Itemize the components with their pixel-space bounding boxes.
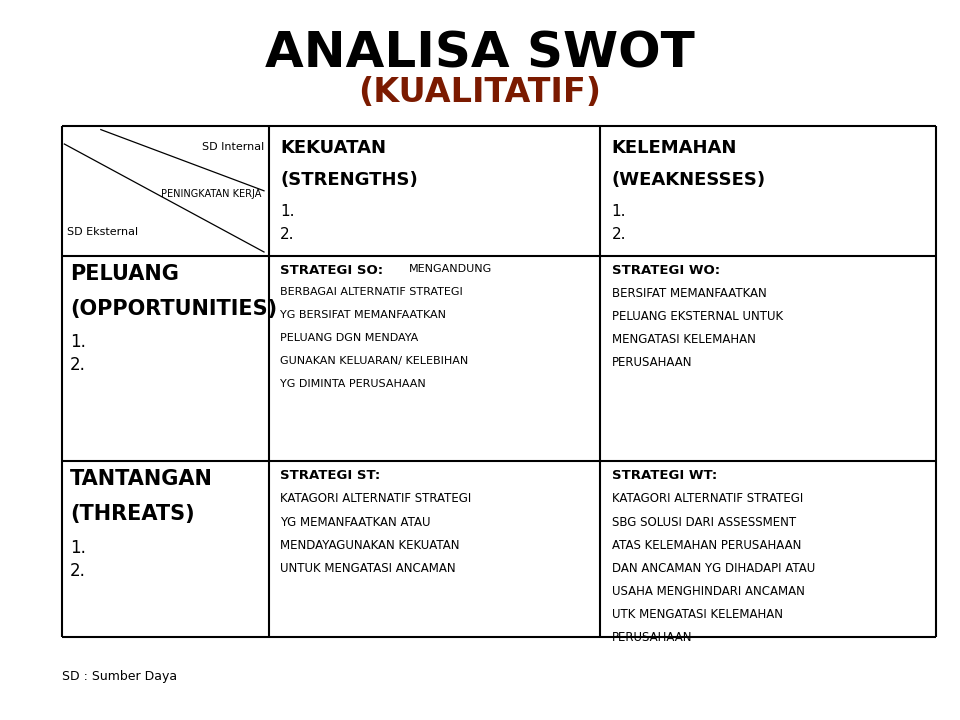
Text: (STRENGTHS): (STRENGTHS) — [280, 171, 418, 189]
Text: 1.: 1. — [280, 204, 295, 219]
Text: BERSIFAT MEMANFAATKAN: BERSIFAT MEMANFAATKAN — [612, 287, 766, 300]
Text: SD : Sumber Daya: SD : Sumber Daya — [62, 670, 178, 683]
Text: STRATEGI ST:: STRATEGI ST: — [280, 469, 380, 482]
Text: BERBAGAI ALTERNATIF STRATEGI: BERBAGAI ALTERNATIF STRATEGI — [280, 287, 463, 297]
Text: PELUANG: PELUANG — [70, 264, 179, 284]
Text: STRATEGI WO:: STRATEGI WO: — [612, 264, 720, 277]
Text: UNTUK MENGATASI ANCAMAN: UNTUK MENGATASI ANCAMAN — [280, 562, 456, 575]
Text: ANALISA SWOT: ANALISA SWOT — [265, 30, 695, 78]
Text: 1.: 1. — [70, 333, 86, 351]
Text: KATAGORI ALTERNATIF STRATEGI: KATAGORI ALTERNATIF STRATEGI — [612, 492, 803, 505]
Text: GUNAKAN KELUARAN/ KELEBIHAN: GUNAKAN KELUARAN/ KELEBIHAN — [280, 356, 468, 366]
Text: KELEMAHAN: KELEMAHAN — [612, 139, 737, 157]
Text: PENINGKATAN KERJA: PENINGKATAN KERJA — [160, 189, 261, 199]
Text: TANTANGAN: TANTANGAN — [70, 469, 213, 490]
Text: (OPPORTUNITIES): (OPPORTUNITIES) — [70, 299, 277, 319]
Text: DAN ANCAMAN YG DIHADAPI ATAU: DAN ANCAMAN YG DIHADAPI ATAU — [612, 562, 815, 575]
Text: (KUALITATIF): (KUALITATIF) — [358, 76, 602, 109]
Text: MENGANDUNG: MENGANDUNG — [409, 264, 492, 274]
Text: PELUANG DGN MENDAYA: PELUANG DGN MENDAYA — [280, 333, 419, 343]
Text: SD Eksternal: SD Eksternal — [67, 227, 138, 237]
Text: 2.: 2. — [70, 562, 86, 580]
Text: KATAGORI ALTERNATIF STRATEGI: KATAGORI ALTERNATIF STRATEGI — [280, 492, 471, 505]
Text: USAHA MENGHINDARI ANCAMAN: USAHA MENGHINDARI ANCAMAN — [612, 585, 804, 598]
Text: 1.: 1. — [70, 539, 86, 557]
Text: KEKUATAN: KEKUATAN — [280, 139, 386, 157]
Text: UTK MENGATASI KELEMAHAN: UTK MENGATASI KELEMAHAN — [612, 608, 782, 621]
Text: 2.: 2. — [612, 227, 626, 242]
Text: 2.: 2. — [70, 356, 86, 374]
Text: 1.: 1. — [612, 204, 626, 219]
Text: MENDAYAGUNAKAN KEKUATAN: MENDAYAGUNAKAN KEKUATAN — [280, 539, 460, 552]
Text: SD Internal: SD Internal — [202, 142, 264, 152]
Text: MENGATASI KELEMAHAN: MENGATASI KELEMAHAN — [612, 333, 756, 346]
Text: (WEAKNESSES): (WEAKNESSES) — [612, 171, 766, 189]
Text: SBG SOLUSI DARI ASSESSMENT: SBG SOLUSI DARI ASSESSMENT — [612, 516, 796, 528]
Text: YG BERSIFAT MEMANFAATKAN: YG BERSIFAT MEMANFAATKAN — [280, 310, 446, 320]
Text: YG DIMINTA PERUSAHAAN: YG DIMINTA PERUSAHAAN — [280, 379, 426, 390]
Text: 2.: 2. — [280, 227, 295, 242]
Text: (THREATS): (THREATS) — [70, 504, 195, 524]
Text: ATAS KELEMAHAN PERUSAHAAN: ATAS KELEMAHAN PERUSAHAAN — [612, 539, 801, 552]
Text: YG MEMANFAATKAN ATAU: YG MEMANFAATKAN ATAU — [280, 516, 431, 528]
Text: STRATEGI SO:: STRATEGI SO: — [280, 264, 383, 277]
Text: PELUANG EKSTERNAL UNTUK: PELUANG EKSTERNAL UNTUK — [612, 310, 782, 323]
Text: STRATEGI WT:: STRATEGI WT: — [612, 469, 717, 482]
Text: PERUSAHAAN: PERUSAHAAN — [612, 356, 692, 369]
Text: PERUSAHAAN: PERUSAHAAN — [612, 631, 692, 644]
